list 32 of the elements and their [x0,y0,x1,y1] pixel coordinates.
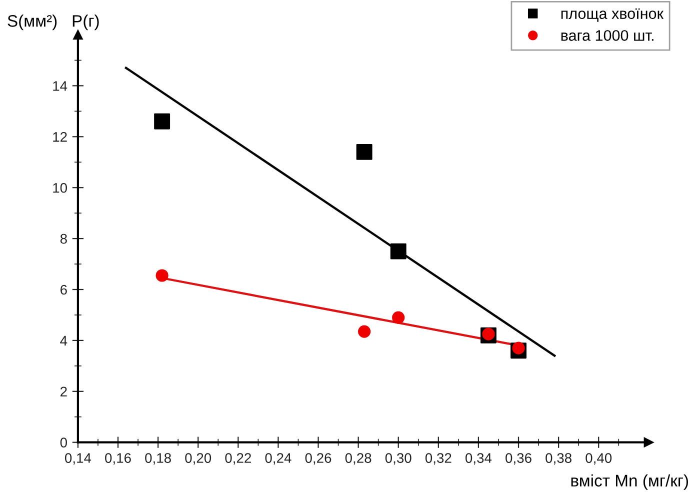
x-tick-label: 0,30 [385,453,412,465]
legend-label: площа хвоїнок [561,8,664,22]
x-tick-label: 0,22 [225,453,251,465]
x-tick-label: 0,24 [265,453,292,465]
y-tick-label: 6 [60,284,67,295]
x-tick-label: 0,26 [305,453,332,465]
x-tick-label: 0,38 [546,453,572,465]
y-tick-label: 0 [60,438,67,448]
x-tick-label: 0,34 [465,453,492,465]
y-tick-label: 14 [53,81,68,91]
x-tick-label: 0,20 [185,453,212,465]
point [358,325,371,338]
x-tick-label: 0,18 [145,453,171,465]
x-tick-label: 0,40 [586,453,612,465]
point [356,144,372,160]
x-tick-label: 0,36 [506,453,532,465]
x-tick-label: 0,32 [425,453,452,465]
y-axis-title: S(мм²) P(г) [8,14,99,30]
point [392,311,405,324]
x-tick-label: 0,16 [105,453,131,465]
point [156,269,168,282]
y-tick-label: 10 [53,182,67,193]
y-tick-label: 4 [60,336,68,346]
y-tick-label: 12 [53,132,67,142]
point [154,113,170,130]
x-axis-title: вміст Mn (мг/кг) [571,474,688,490]
point [390,243,406,260]
x-tick-label: 0,28 [345,453,372,465]
legend-label: вага 1000 шт. [561,30,654,41]
x-tick-label: 0,14 [64,453,92,465]
y-tick-label: 2 [60,386,67,396]
y-tick-label: 8 [60,234,67,244]
